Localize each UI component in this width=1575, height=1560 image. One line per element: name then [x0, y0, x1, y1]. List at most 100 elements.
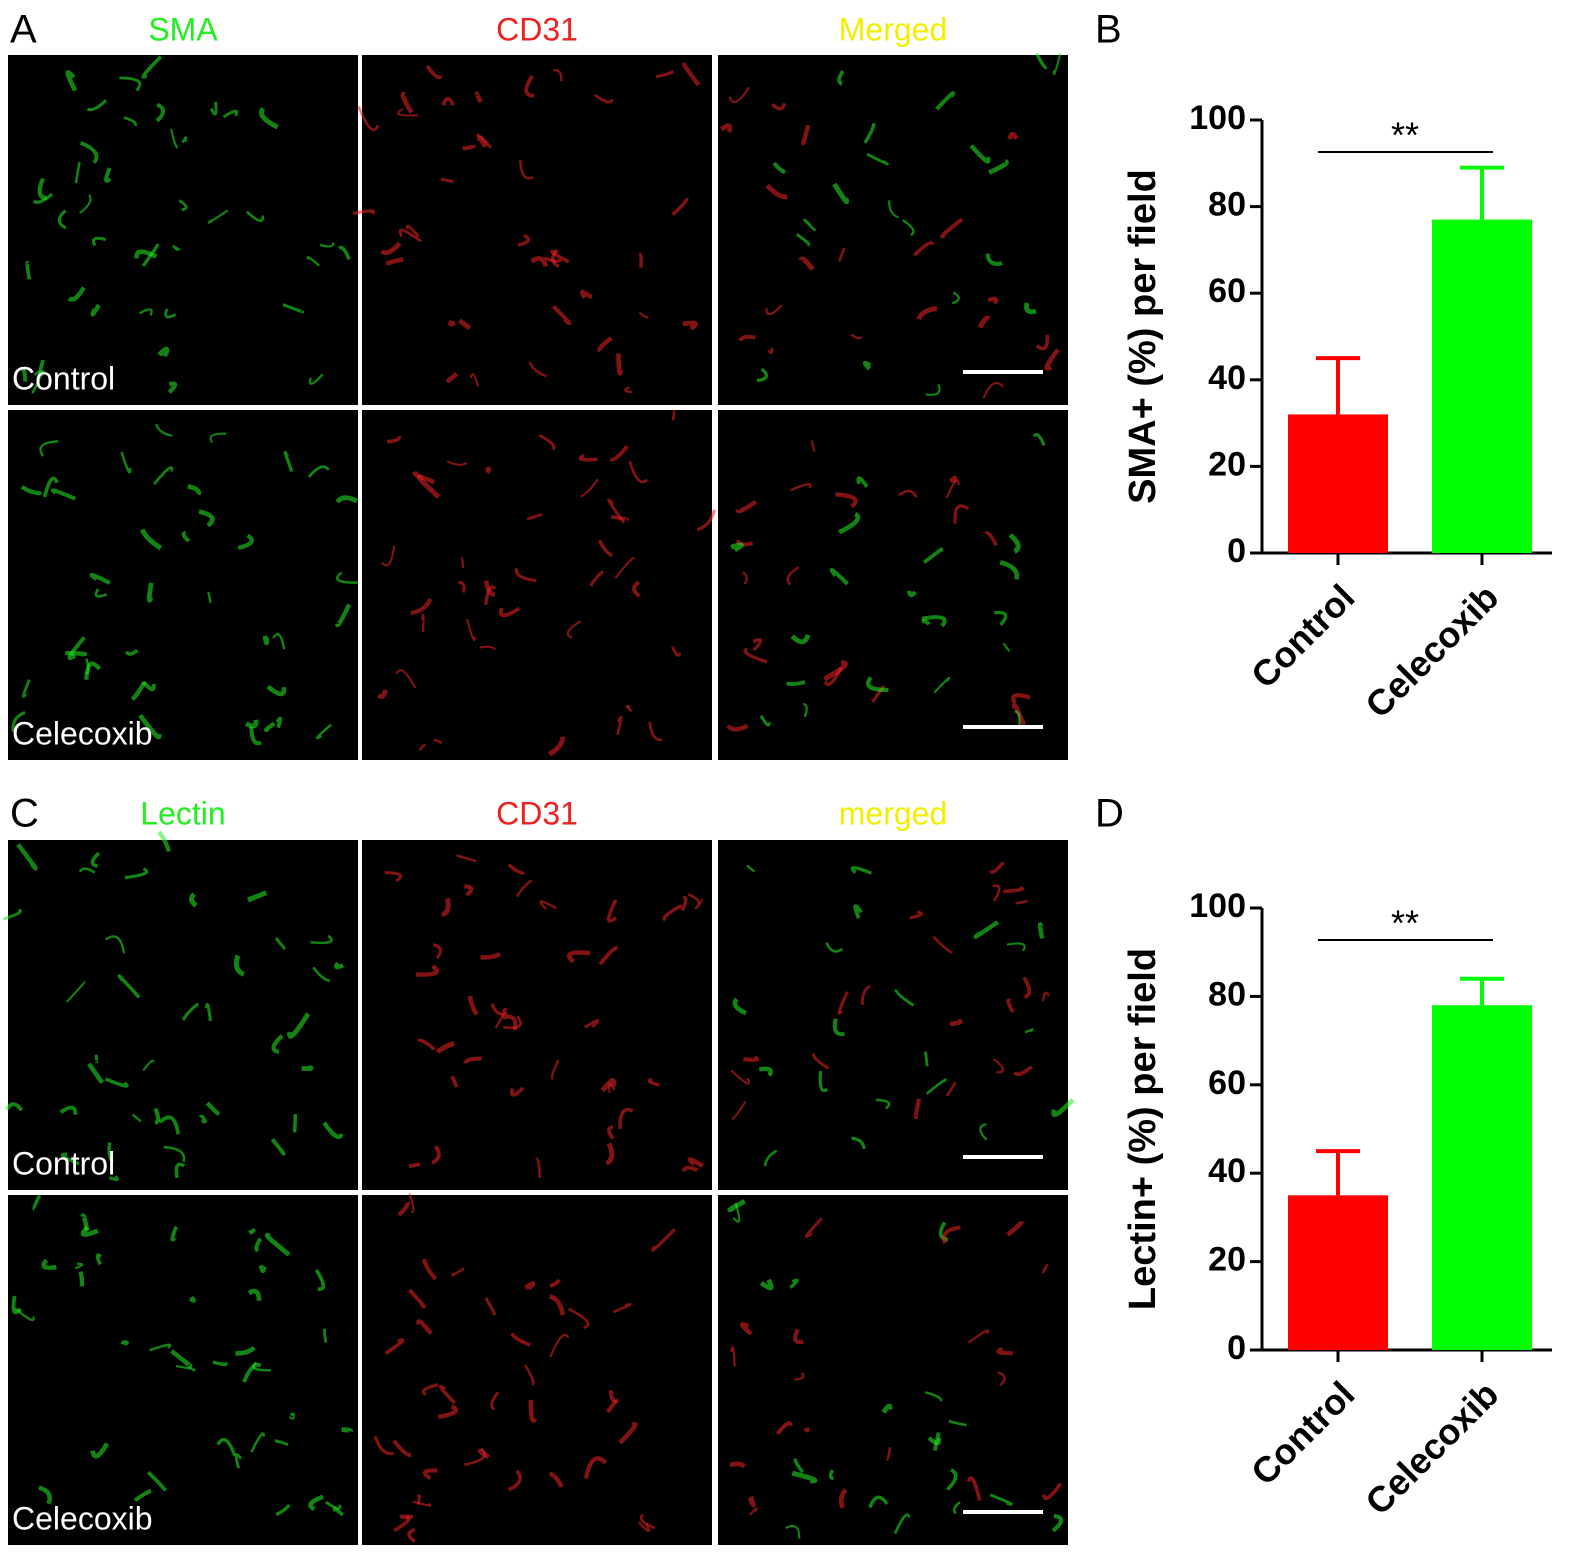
stain	[948, 1419, 967, 1427]
stain	[823, 660, 848, 682]
stain	[484, 1297, 496, 1316]
stain	[1003, 886, 1024, 894]
stain	[87, 1062, 105, 1084]
micrograph	[362, 1195, 712, 1545]
stain	[460, 557, 464, 569]
stain	[765, 183, 789, 200]
stain	[803, 218, 817, 232]
stain	[341, 1427, 354, 1433]
stain	[90, 1442, 109, 1459]
stain	[335, 495, 358, 504]
stain	[474, 91, 483, 104]
stain	[456, 854, 477, 863]
stain	[997, 1371, 1006, 1387]
stain	[1042, 1263, 1049, 1274]
stain	[258, 1264, 267, 1274]
stain	[181, 1002, 200, 1021]
stain	[553, 69, 563, 82]
stain	[476, 133, 493, 149]
stain	[913, 241, 935, 257]
stain	[1041, 1482, 1063, 1500]
stain	[170, 128, 179, 149]
stain	[625, 704, 633, 713]
stain	[1015, 900, 1028, 905]
panel-label: A	[10, 8, 37, 52]
stain	[973, 920, 1000, 939]
stain	[139, 528, 163, 551]
stain	[60, 1152, 80, 1166]
stain	[953, 504, 970, 524]
stain	[138, 308, 153, 316]
stain	[400, 91, 414, 114]
stain	[108, 1175, 119, 1182]
stain	[687, 1157, 704, 1168]
stain	[79, 140, 99, 164]
stain	[264, 1233, 291, 1257]
stain	[987, 296, 999, 305]
stain	[158, 1115, 181, 1135]
stain	[384, 1338, 405, 1356]
stain	[984, 531, 998, 547]
stain	[155, 423, 173, 437]
stain	[107, 1142, 115, 1164]
stain	[823, 666, 843, 687]
stain	[682, 62, 701, 87]
stain	[594, 93, 614, 104]
stain	[885, 1447, 892, 1461]
stain	[832, 182, 850, 205]
stain	[888, 200, 900, 219]
stain	[850, 333, 863, 340]
stain	[80, 1225, 99, 1237]
stain	[598, 945, 619, 966]
stain	[726, 723, 749, 732]
channel-title: SMA	[148, 11, 218, 47]
stain	[758, 1066, 773, 1077]
stain	[1052, 52, 1062, 75]
stain	[20, 485, 42, 496]
stain	[992, 1058, 1005, 1074]
y-tick-label: 80	[1208, 186, 1246, 224]
stain	[771, 102, 787, 111]
stain	[376, 689, 388, 699]
stain	[11, 711, 26, 732]
stain	[756, 367, 769, 383]
y-tick-label: 60	[1208, 1064, 1246, 1102]
stain	[198, 1114, 208, 1124]
stain	[479, 645, 497, 651]
significance-label: **	[1391, 903, 1419, 944]
stain	[530, 256, 549, 268]
stain	[731, 1100, 747, 1121]
stain	[446, 460, 468, 466]
stain	[78, 867, 96, 874]
stain	[639, 1513, 656, 1530]
x-tick-label: Celecoxib	[1357, 576, 1506, 725]
stain	[515, 879, 533, 898]
stain	[425, 64, 443, 80]
stain	[524, 1364, 535, 1386]
stain	[568, 1307, 590, 1330]
stain	[322, 1121, 344, 1139]
stain	[142, 1059, 155, 1072]
stain	[307, 465, 330, 478]
stain	[38, 359, 46, 377]
stain	[790, 483, 812, 492]
stain	[608, 1083, 616, 1094]
stain	[785, 1524, 801, 1539]
stain	[589, 570, 605, 587]
stain	[738, 334, 756, 342]
stain	[681, 1165, 699, 1173]
stain	[609, 444, 629, 462]
stain	[638, 1521, 650, 1532]
stain	[14, 1307, 35, 1322]
stain	[838, 511, 861, 535]
stain	[149, 1343, 172, 1352]
stain	[632, 580, 641, 598]
stain	[153, 466, 174, 485]
stain	[548, 1471, 564, 1488]
stain	[397, 108, 418, 117]
stain	[1006, 1220, 1025, 1237]
stain	[74, 1262, 84, 1270]
stain	[549, 1333, 570, 1358]
stain	[484, 466, 492, 474]
